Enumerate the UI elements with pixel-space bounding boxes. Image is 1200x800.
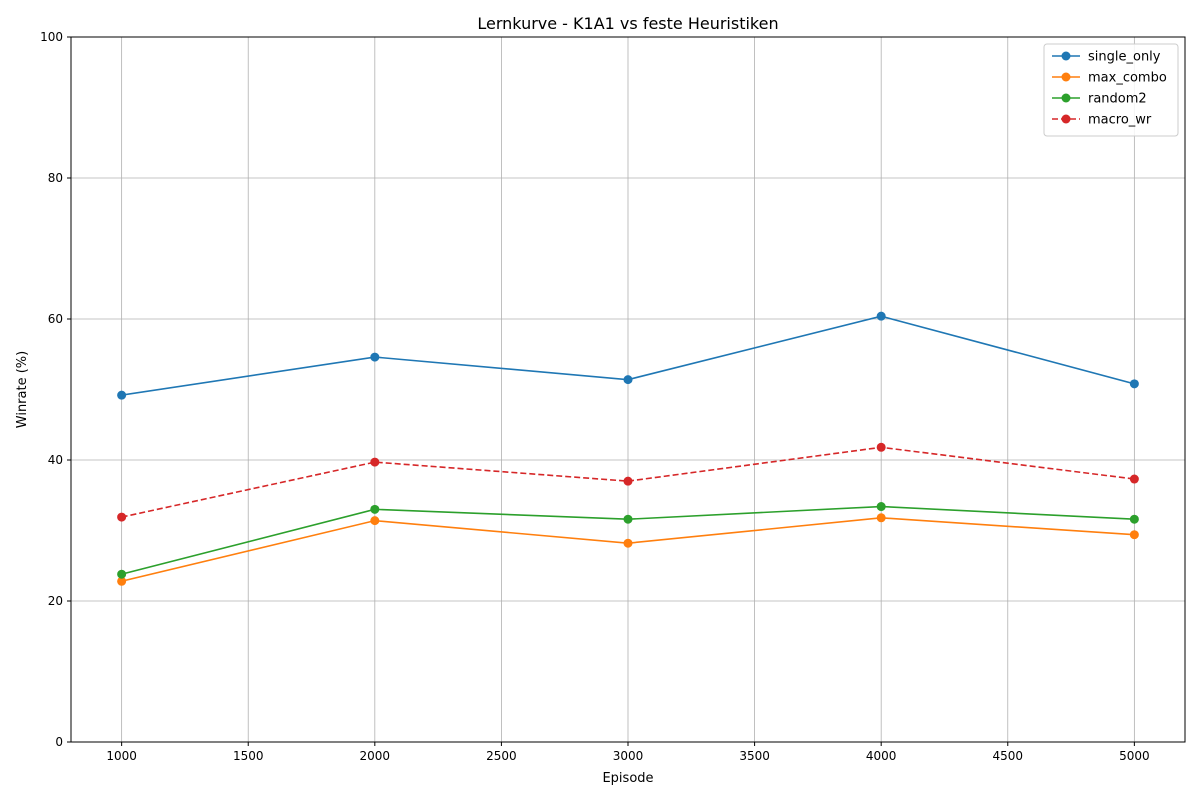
x-tick-label: 1500 bbox=[233, 749, 264, 763]
legend-label: macro_wr bbox=[1088, 113, 1152, 128]
x-tick-label: 2500 bbox=[486, 749, 517, 763]
x-tick-label: 5000 bbox=[1119, 749, 1150, 763]
x-tick-label: 1000 bbox=[106, 749, 137, 763]
x-tick-label: 2000 bbox=[360, 749, 391, 763]
grid bbox=[71, 36, 1185, 743]
x-tick-label: 3000 bbox=[613, 749, 644, 763]
y-tick-label: 40 bbox=[48, 453, 63, 467]
legend: single_only max_combo random2 macro_wr bbox=[1043, 43, 1179, 137]
data-point-macro_wr bbox=[876, 442, 886, 452]
legend-box bbox=[1043, 43, 1179, 137]
data-point-max_combo bbox=[623, 538, 633, 548]
y-tick-label: 0 bbox=[55, 735, 63, 749]
data-point-single_only bbox=[876, 311, 886, 321]
legend-label: max_combo bbox=[1088, 71, 1167, 86]
legend-marker bbox=[1061, 114, 1071, 124]
data-point-max_combo bbox=[370, 516, 380, 526]
legend-marker bbox=[1061, 93, 1071, 103]
data-point-random2 bbox=[623, 514, 633, 524]
legend-item-macro_wr: macro_wr bbox=[1052, 113, 1152, 128]
x-axis-ticks: 1000 1500 2000 2500 3000 3500 4000 4500 5000 bbox=[106, 742, 1150, 763]
data-point-random2 bbox=[876, 502, 886, 512]
series-line-macro_wr bbox=[121, 446, 1135, 518]
y-axis-label: Winrate (%) bbox=[15, 351, 30, 428]
y-axis-ticks: 0 20 40 60 80 100 bbox=[40, 30, 71, 749]
data-point-random2 bbox=[370, 504, 380, 514]
legend-item-random2: random2 bbox=[1052, 92, 1147, 107]
series-macro_wr bbox=[117, 442, 1139, 522]
x-tick-label: 4000 bbox=[866, 749, 897, 763]
x-tick-label: 4500 bbox=[992, 749, 1023, 763]
series-single_only bbox=[117, 311, 1139, 400]
data-point-max_combo bbox=[1129, 530, 1139, 540]
series-max_combo bbox=[117, 513, 1139, 586]
data-point-macro_wr bbox=[1129, 474, 1139, 484]
data-point-single_only bbox=[623, 375, 633, 385]
legend-marker bbox=[1061, 72, 1071, 82]
series-layer bbox=[117, 311, 1139, 586]
data-point-random2 bbox=[117, 569, 127, 579]
legend-label: single_only bbox=[1088, 50, 1161, 65]
legend-marker bbox=[1061, 51, 1071, 61]
y-tick-label: 80 bbox=[48, 171, 63, 185]
y-tick-label: 60 bbox=[48, 312, 63, 326]
data-point-single_only bbox=[1129, 379, 1139, 389]
data-point-macro_wr bbox=[117, 512, 127, 522]
legend-label: random2 bbox=[1088, 92, 1147, 107]
legend-item-single_only: single_only bbox=[1052, 50, 1161, 65]
data-point-single_only bbox=[117, 390, 127, 400]
series-random2 bbox=[117, 502, 1139, 579]
data-point-random2 bbox=[1129, 514, 1139, 524]
x-tick-label: 3500 bbox=[739, 749, 770, 763]
data-point-max_combo bbox=[117, 576, 127, 586]
data-point-max_combo bbox=[876, 513, 886, 523]
x-axis-label: Episode bbox=[602, 771, 653, 786]
y-tick-label: 100 bbox=[40, 30, 63, 44]
data-point-macro_wr bbox=[370, 457, 380, 467]
y-tick-label: 20 bbox=[48, 594, 63, 608]
legend-item-max_combo: max_combo bbox=[1052, 71, 1167, 86]
chart-title: Lernkurve - K1A1 vs feste Heuristiken bbox=[477, 14, 778, 33]
data-point-macro_wr bbox=[623, 476, 633, 486]
data-point-single_only bbox=[370, 352, 380, 362]
